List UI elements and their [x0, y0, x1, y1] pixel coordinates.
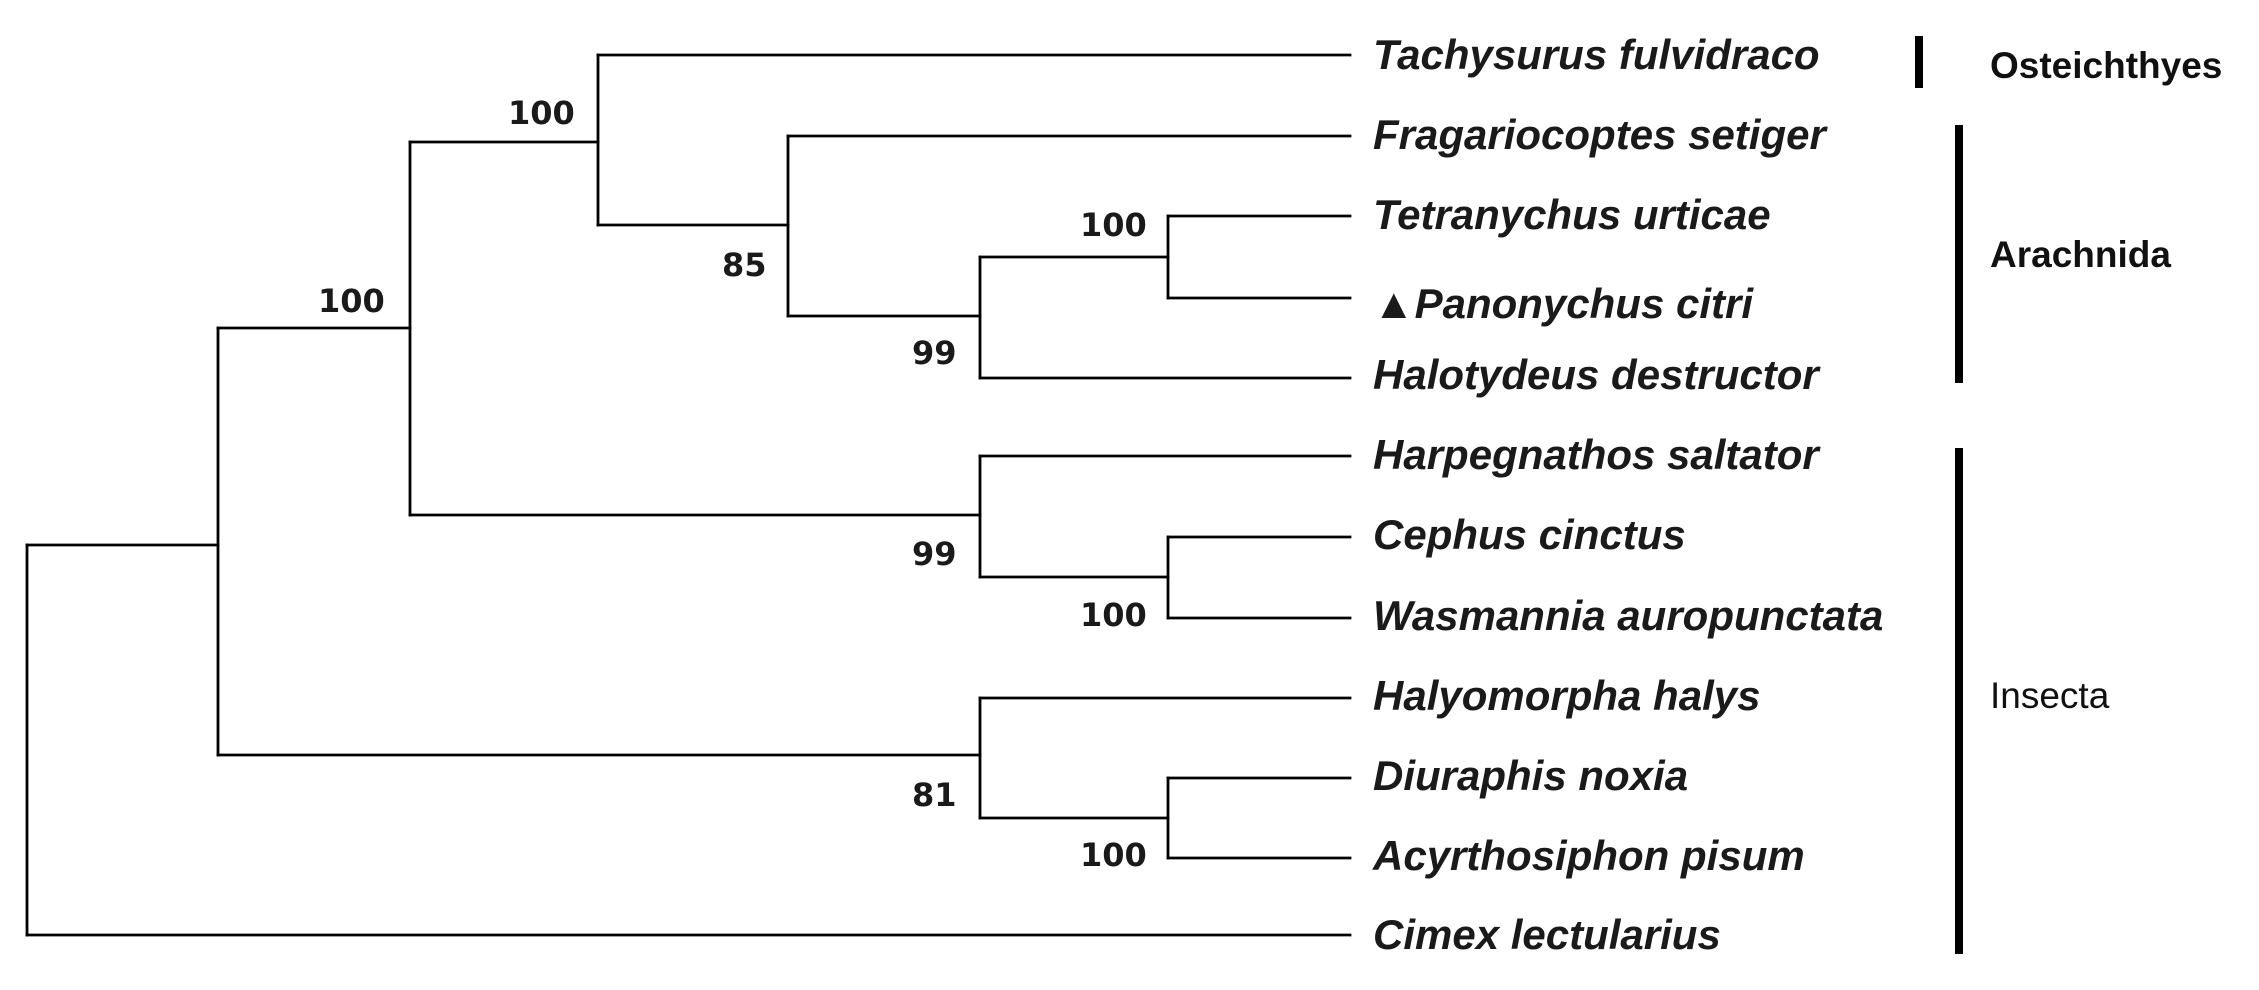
clade-label-arachnida: Arachnida: [1990, 234, 2171, 275]
support-value: 100: [1080, 596, 1147, 634]
triangle-marker-icon: ▲: [1373, 280, 1415, 327]
support-value: 99: [912, 535, 957, 573]
taxon-label: Acyrthosiphon pisum: [1372, 832, 1805, 879]
support-value: 100: [1080, 836, 1147, 874]
support-values: 100 85 100 99 100 99 100 81 100: [318, 94, 1147, 874]
support-value: 81: [912, 776, 957, 814]
taxon-label: Diuraphis noxia: [1373, 752, 1688, 799]
support-value: 100: [1080, 206, 1147, 244]
clade-bar-arachnida: [1955, 125, 1963, 383]
taxon-label: Fragariocoptes setiger: [1373, 111, 1828, 158]
clade-annotations: Osteichthyes Arachnida Insecta: [1915, 36, 2222, 954]
support-value: 85: [722, 246, 767, 284]
support-value: 99: [912, 334, 957, 372]
clade-label-osteichthyes: Osteichthyes: [1990, 45, 2222, 86]
clade-bar-osteichthyes: [1915, 36, 1923, 88]
taxon-labels: Tachysurus fulvidraco Fragariocoptes set…: [1372, 31, 1883, 958]
clade-bar-insecta: [1955, 448, 1963, 954]
taxon-label: Panonychus citri: [1415, 280, 1755, 327]
taxon-label: Harpegnathos saltator: [1373, 431, 1821, 478]
tree-branches: [25, 53, 1352, 937]
taxon-label: Halyomorpha halys: [1373, 672, 1760, 719]
support-value: 100: [508, 94, 575, 132]
taxon-label: Tachysurus fulvidraco: [1373, 31, 1820, 78]
taxon-label: Wasmannia auropunctata: [1373, 592, 1883, 639]
taxon-label: Tetranychus urticae: [1373, 191, 1771, 238]
clade-label-insecta: Insecta: [1990, 675, 2110, 716]
taxon-label: Cephus cinctus: [1373, 511, 1686, 558]
taxon-label: Cimex lectularius: [1373, 911, 1721, 958]
taxon-label: Halotydeus destructor: [1373, 351, 1821, 398]
support-value: 100: [318, 282, 385, 320]
taxon-label-marked: ▲Panonychus citri: [1373, 280, 1754, 327]
